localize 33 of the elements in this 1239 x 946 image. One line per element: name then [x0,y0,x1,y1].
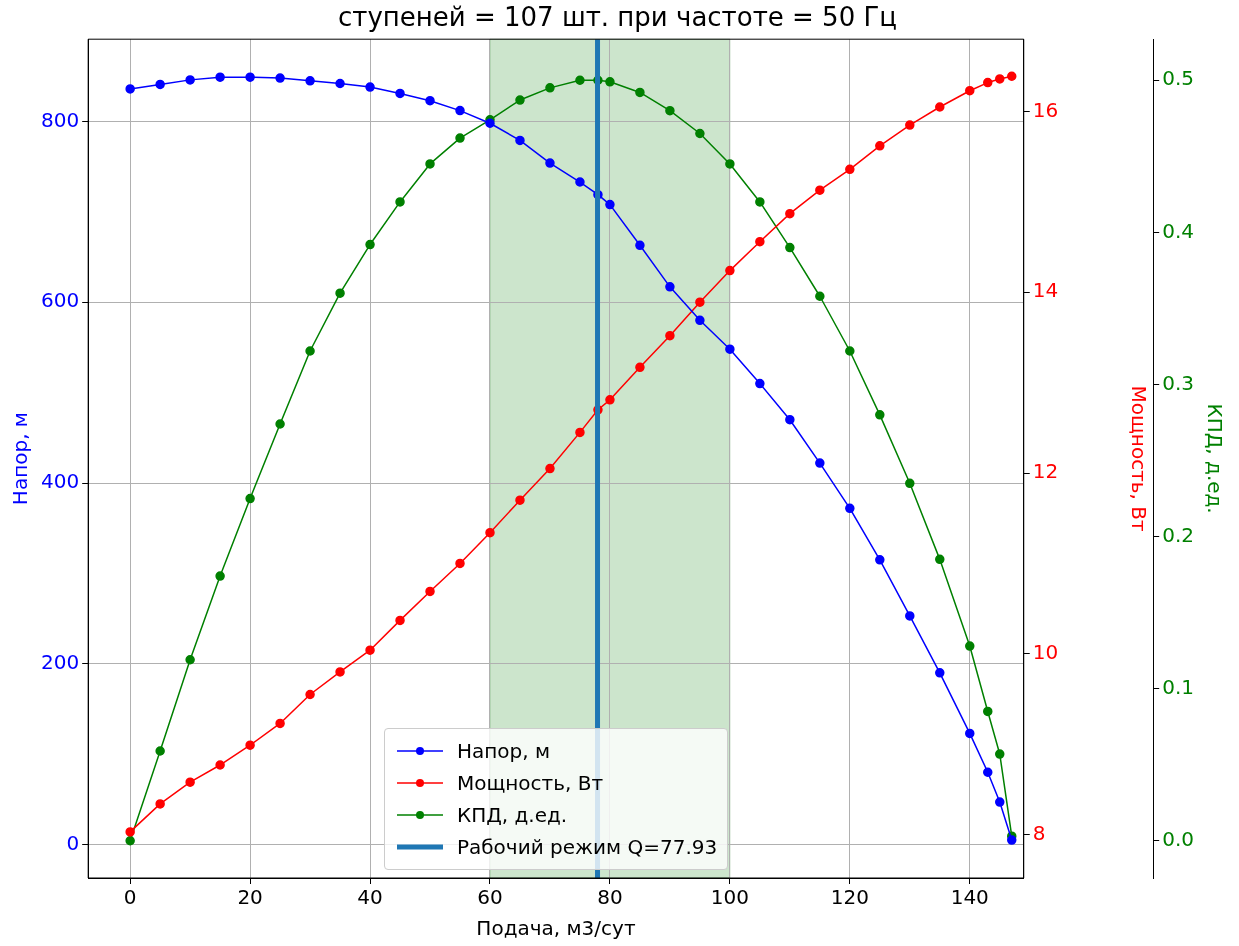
x-tick-label: 0 [123,885,137,910]
y-axis-title: Напор, м [8,412,33,506]
x-tick-label: 80 [597,885,623,910]
y2-tick-label: 8 [1032,820,1046,845]
chart-title: ступеней = 107 шт. при частоте = 50 Гц [337,2,898,33]
y2-tick-label: 10 [1032,640,1059,665]
x-axis-title: Подача, м3/сут [476,916,636,941]
legend-label: КПД, д.ед. [456,803,568,827]
y3-tick-label: 0.0 [1162,826,1195,851]
y3-tick-label: 0.3 [1162,370,1195,395]
y-tick-label: 800 [40,107,80,132]
x-tick-label: 140 [950,885,989,910]
y2-tick-label: 12 [1032,459,1059,484]
x-tick-label: 40 [357,885,383,910]
y3-tick-label: 0.5 [1162,66,1195,91]
y3-axis-title: КПД, д.ед. [1202,403,1227,514]
x-tick-label: 100 [710,885,749,910]
y-tick-label: 600 [40,288,80,313]
y-tick-label: 400 [40,469,80,494]
y-tick-label: 0 [66,830,80,855]
x-tick-label: 120 [830,885,869,910]
legend-label: Напор, м [456,739,551,763]
y3-tick-label: 0.2 [1162,522,1195,547]
y2-tick-label: 14 [1032,278,1059,303]
y-tick-label: 200 [40,649,80,674]
ref-line-label: Рабочий режим Q=77.93 [456,835,718,859]
y2-axis-title: Мощность, Вт [1126,385,1151,533]
x-tick-label: 20 [237,885,263,910]
y3-tick-label: 0.1 [1162,674,1195,699]
x-tick-label: 60 [477,885,503,910]
y2-tick-label: 16 [1032,97,1059,122]
legend-label: Мощность, Вт [456,771,604,795]
y3-tick-label: 0.4 [1162,218,1195,243]
